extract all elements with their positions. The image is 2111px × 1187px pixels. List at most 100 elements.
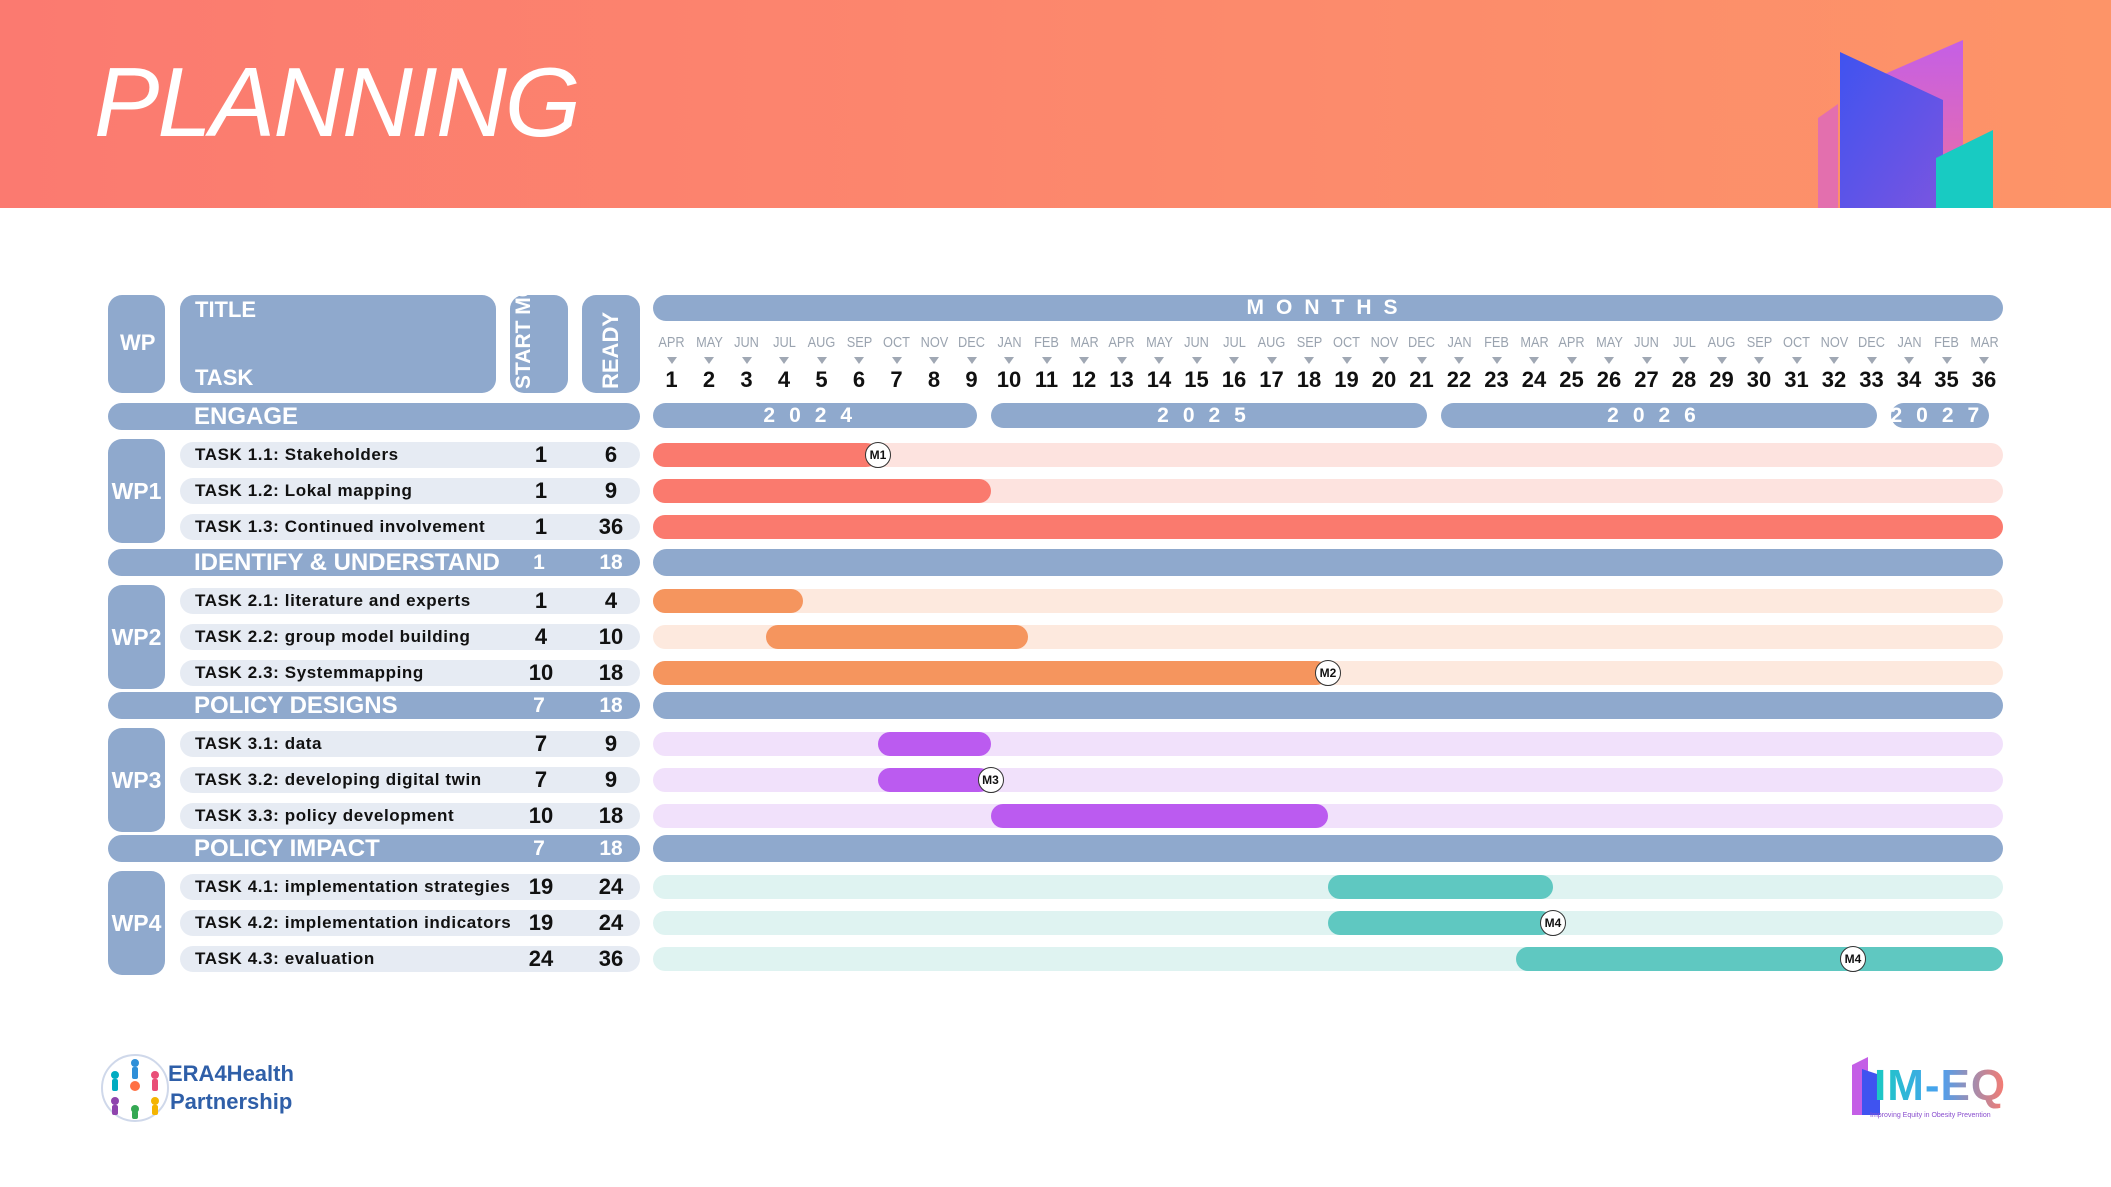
month-name-label: DEC xyxy=(1858,334,1885,351)
task-row xyxy=(180,946,640,972)
month-tick-arrow xyxy=(929,357,940,364)
task-start-month: 24 xyxy=(528,946,554,971)
month-name-label: MAR xyxy=(1519,334,1549,351)
task-row xyxy=(180,478,640,504)
task-track xyxy=(653,768,2003,792)
task-bar xyxy=(653,589,803,613)
month-tick-arrow xyxy=(1229,357,1240,364)
month-name-label: MAY xyxy=(1145,334,1173,351)
month-name-label: DEC xyxy=(1408,334,1435,351)
task-row xyxy=(180,874,640,900)
section-start: 1 xyxy=(533,551,545,574)
task-ready-month: 36 xyxy=(598,946,624,971)
task-ready-month: 9 xyxy=(604,478,618,503)
section-start: 7 xyxy=(533,694,545,717)
month-tick-arrow xyxy=(1266,357,1277,364)
task-bar xyxy=(653,515,2003,539)
month-number-label: 15 xyxy=(1184,367,1209,392)
month-tick-arrow xyxy=(741,357,752,364)
task-row xyxy=(180,731,640,757)
month-name-label: MAY xyxy=(1595,334,1623,351)
month-name-label: APR xyxy=(658,334,685,351)
month-name-label: OCT xyxy=(1333,334,1360,351)
task-ready-month: 9 xyxy=(604,731,618,756)
month-name-label: NOV xyxy=(1370,334,1398,351)
task-ready-month: 10 xyxy=(598,624,624,649)
month-name-label: MAR xyxy=(1969,334,1999,351)
task-bar xyxy=(990,804,1328,828)
month-name-label: APR xyxy=(1558,334,1585,351)
month-number-label: 31 xyxy=(1784,367,1809,392)
task-bar xyxy=(653,443,878,467)
task-label: TASK 4.3: evaluation xyxy=(195,949,375,968)
wp-header-label: WP xyxy=(120,330,156,355)
task-label: TASK 4.2: implementation indicators xyxy=(195,913,512,932)
task-label: TASK 4.1: implementation strategies xyxy=(195,877,511,896)
month-number-label: 25 xyxy=(1559,367,1584,392)
month-number-label: 29 xyxy=(1709,367,1734,392)
wp-label-wp1: WP1 xyxy=(108,439,165,543)
section-timeline-bar xyxy=(653,835,2003,862)
month-number-label: 20 xyxy=(1371,367,1397,392)
month-number-label: 17 xyxy=(1259,367,1284,392)
month-number-label: 5 xyxy=(815,367,828,392)
task-bar xyxy=(765,625,1028,649)
section-title: POLICY DESIGNS xyxy=(194,692,398,719)
partner-name-line1: ERA4Health xyxy=(168,1061,294,1086)
task-ready-month: 24 xyxy=(598,874,624,899)
month-number-label: 3 xyxy=(740,367,753,392)
month-number-label: 16 xyxy=(1221,367,1247,392)
month-number-label: 6 xyxy=(852,367,866,392)
month-tick-arrow xyxy=(1941,357,1952,364)
task-start-month: 1 xyxy=(534,514,548,539)
month-name-label: FEB xyxy=(1484,334,1509,351)
year-bar-2025: 2025 xyxy=(990,403,1427,428)
month-tick-arrow xyxy=(1116,357,1127,364)
task-row xyxy=(180,767,640,793)
task-label: TASK 3.2: developing digital twin xyxy=(195,770,482,789)
month-number-label: 2 xyxy=(702,367,716,392)
month-tick-arrow xyxy=(1491,357,1502,364)
month-tick-arrow xyxy=(1041,357,1052,364)
task-bar xyxy=(653,479,991,503)
imeq-logo: IM-EQ Improving Equity in Obesity Preven… xyxy=(1850,1055,2010,1125)
wp-header-cell: WP xyxy=(108,295,165,393)
task-start-month: 10 xyxy=(528,660,554,685)
task-start-month: 10 xyxy=(528,803,554,828)
month-tick-arrow xyxy=(1829,357,1840,364)
month-number-label: 35 xyxy=(1934,367,1959,392)
month-tick-arrow xyxy=(1191,357,1202,364)
month-tick-arrow xyxy=(1641,357,1652,364)
task-label: TASK 2.1: literature and experts xyxy=(195,591,471,610)
task-label: TASK 3.1: data xyxy=(195,734,323,753)
month-name-label: AUG xyxy=(1707,334,1736,351)
month-name-label: FEB xyxy=(1034,334,1059,351)
task-ready-month: 36 xyxy=(598,514,624,539)
milestone-m4: M4 xyxy=(1540,910,1566,936)
section-ready: 18 xyxy=(599,551,623,574)
month-number-label: 23 xyxy=(1484,367,1509,392)
month-number-label: 12 xyxy=(1071,367,1097,392)
month-tick-arrow xyxy=(779,357,790,364)
wp-label-wp4: WP4 xyxy=(108,871,165,975)
section-ready: 18 xyxy=(599,837,623,860)
month-tick-arrow xyxy=(1416,357,1427,364)
brand-building-logo xyxy=(1818,40,1993,208)
task-label: TASK 2.3: Systemmapping xyxy=(195,663,424,682)
month-tick-arrow xyxy=(1004,357,1015,364)
month-number-label: 24 xyxy=(1521,367,1547,392)
month-number-label: 11 xyxy=(1034,367,1059,392)
task-bar xyxy=(1328,875,1553,899)
partner-name-line2: Partnership xyxy=(170,1089,293,1114)
year-bar-2027: 2027 xyxy=(1890,403,1994,428)
task-bar xyxy=(878,768,991,792)
task-label: TASK 1.1: Stakeholders xyxy=(195,445,399,464)
month-tick-arrow xyxy=(1454,357,1465,364)
imeq-tagline: Improving Equity in Obesity Prevention xyxy=(1870,1112,1991,1119)
month-name-label: DEC xyxy=(958,334,985,351)
task-bar xyxy=(653,661,1328,685)
month-name-label: AUG xyxy=(1257,334,1286,351)
month-number-label: 9 xyxy=(965,367,978,392)
month-name-label: JUN xyxy=(1184,334,1209,351)
month-name-label: JUL xyxy=(1672,334,1696,351)
